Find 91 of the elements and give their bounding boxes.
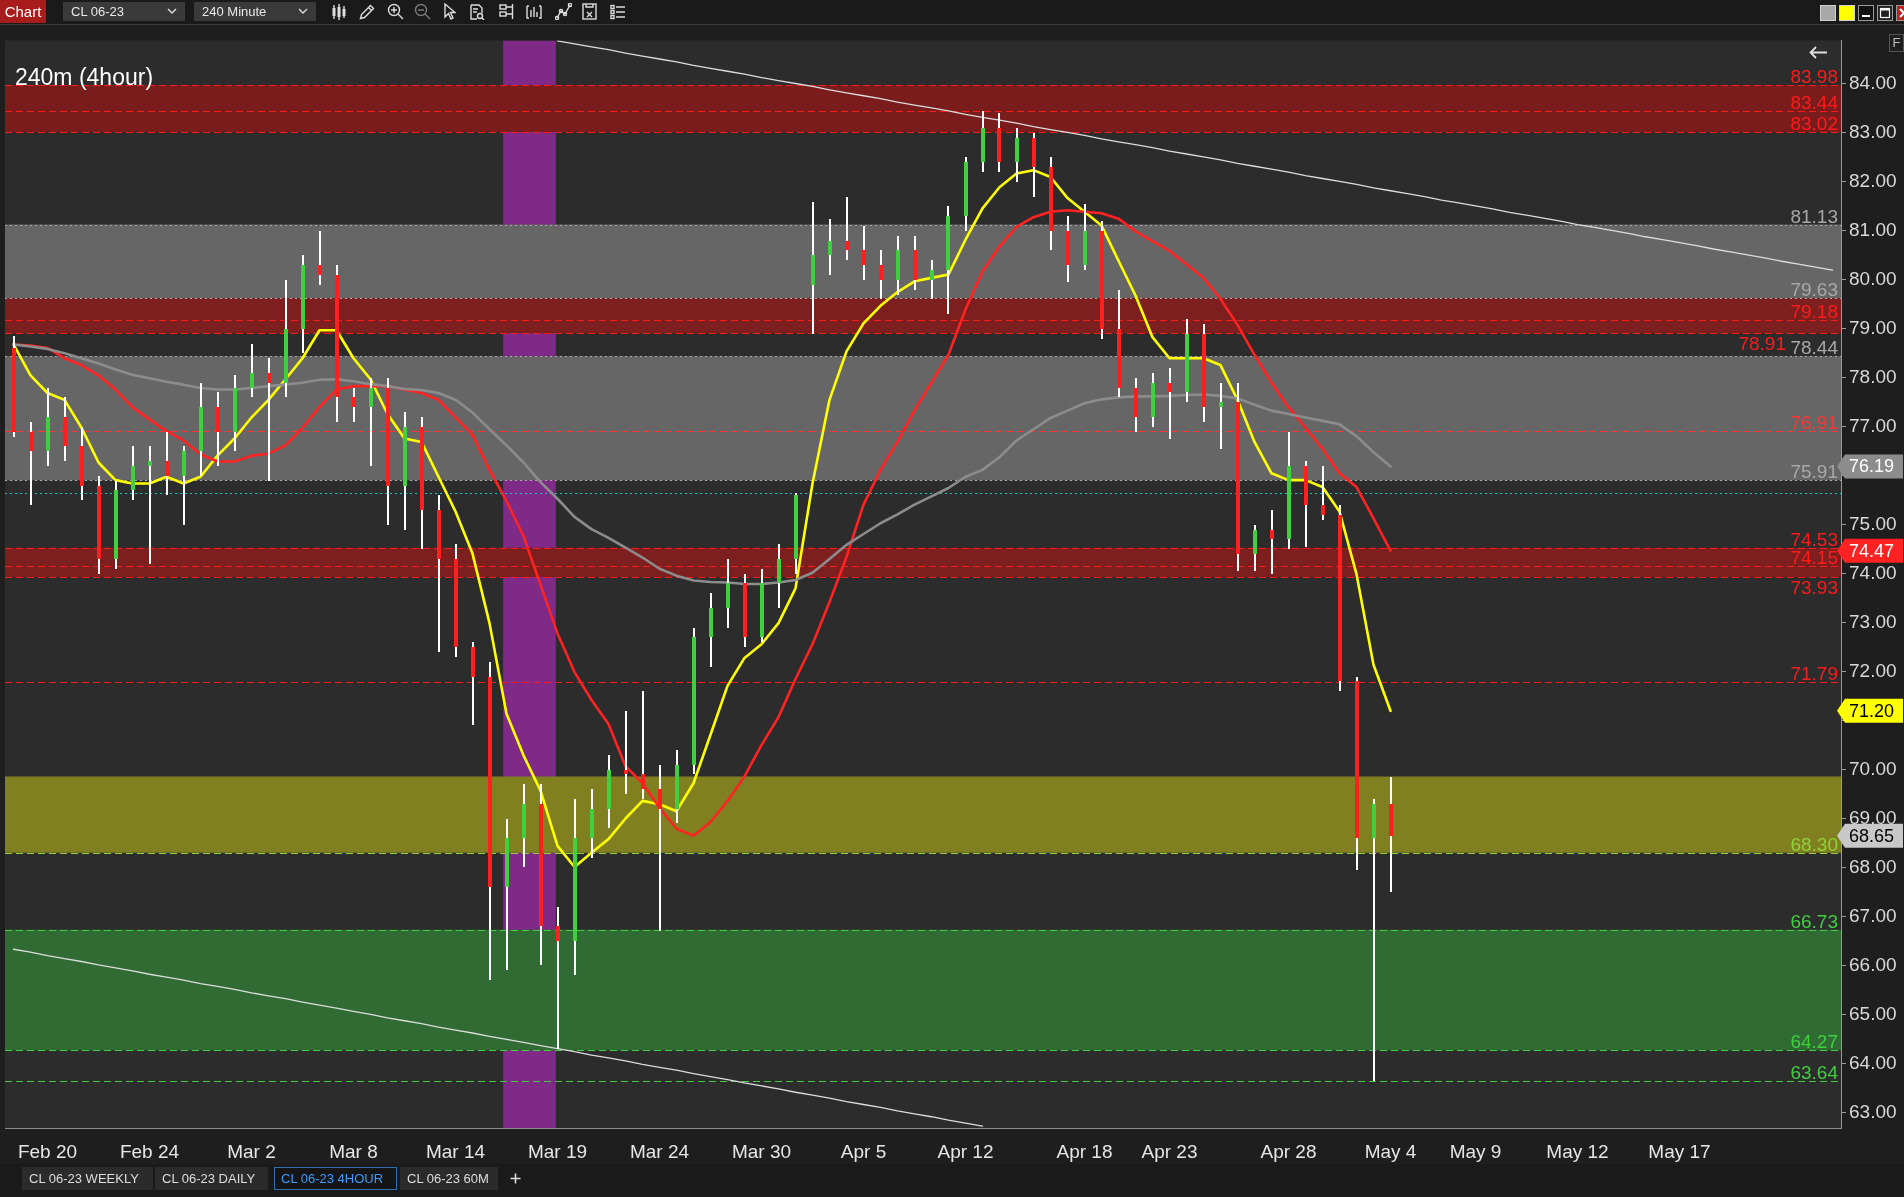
x-tick-label: Mar 30: [731, 1140, 792, 1162]
candlestick: [828, 218, 832, 276]
ref-line-label: 63.64: [1790, 1061, 1839, 1083]
x-tick-label: Mar 8: [329, 1140, 378, 1162]
y-tick-label: 80.00: [1849, 268, 1897, 290]
candlestick: [777, 543, 781, 609]
ref-line-label: 83.02: [1790, 112, 1838, 134]
ref-line-label: 76.91: [1790, 412, 1838, 434]
ref-line-label: 64.27: [1790, 1031, 1838, 1053]
x-tick-label: May 4: [1364, 1140, 1417, 1162]
candlestick: [641, 690, 645, 800]
candlestick: [148, 445, 152, 565]
text: 76.19: [1849, 456, 1895, 477]
candlestick: [930, 259, 934, 300]
text: CL 06-23: [63, 2, 185, 21]
y-tick-label: 74.00: [1849, 561, 1897, 583]
candlestick: [556, 906, 560, 1050]
candlestick: [131, 445, 135, 501]
ref-line-label: 74.15: [1790, 547, 1838, 569]
text: 240m (4hour): [15, 64, 154, 91]
ref-line-label: 74.53: [1790, 528, 1838, 550]
text: 68.65: [1849, 825, 1895, 846]
text: F: [1889, 34, 1904, 52]
candlestick: [1168, 367, 1172, 440]
y-tick-label: 78.00: [1849, 366, 1897, 388]
text: CL 06-23 60M: [400, 1167, 498, 1190]
candlestick: [29, 421, 33, 506]
ref-line-label: 79.63: [1790, 278, 1838, 300]
ref-line-label: 78.44: [1790, 337, 1839, 359]
ref-line-label: 83.44: [1790, 92, 1839, 114]
y-tick-label: 82.00: [1849, 170, 1897, 192]
y-tick-label: 73.00: [1849, 610, 1897, 632]
x-tick-label: Mar 19: [527, 1140, 588, 1162]
x-tick-label: May 9: [1449, 1140, 1502, 1162]
y-tick-label: 64.00: [1849, 1051, 1897, 1073]
candlestick: [862, 225, 866, 281]
y-tick-label: 67.00: [1849, 904, 1897, 926]
y-tick-label: 72.00: [1849, 659, 1897, 681]
y-tick-label: 79.00: [1849, 317, 1897, 339]
text: CL 06-23 WEEKLY: [22, 1167, 153, 1190]
y-tick-label: 68.00: [1849, 855, 1897, 877]
ref-line-label: 73.93: [1790, 577, 1838, 599]
candlestick: [318, 230, 322, 286]
ref-line-label: 83.98: [1790, 65, 1838, 87]
x-tick-label: Apr 28: [1260, 1140, 1317, 1162]
y-tick-label: 69.00: [1849, 806, 1897, 828]
y-tick-label: 63.00: [1849, 1100, 1897, 1122]
candlestick: [1219, 382, 1223, 450]
ref-line-label: 68.30: [1790, 833, 1838, 855]
x-tick-label: May 12: [1546, 1140, 1609, 1162]
x-tick-label: Mar 2: [227, 1140, 276, 1162]
x-tick-label: Apr 12: [937, 1140, 994, 1162]
candlestick: [1321, 465, 1325, 521]
y-tick-label: 75.00: [1849, 512, 1897, 534]
candlestick: [1253, 524, 1257, 572]
text: 240 Minute: [194, 2, 316, 21]
candlestick: [352, 387, 356, 423]
y-tick-label: 84.00: [1849, 72, 1897, 94]
x-tick-label: Feb 24: [119, 1140, 180, 1162]
x-tick-label: Mar 24: [629, 1140, 690, 1162]
x-tick-label: Mar 14: [425, 1140, 486, 1162]
text: CL 06-23 4HOUR: [274, 1167, 397, 1190]
ref-line-label: 79.18: [1790, 301, 1838, 323]
ref-line-label: 75.91: [1790, 461, 1838, 483]
y-tick-label: 65.00: [1849, 1002, 1897, 1024]
candlestick: [369, 377, 373, 467]
candlestick: [165, 431, 169, 496]
text: CL 06-23 DAILY: [155, 1167, 268, 1190]
ref-line-label: 71.79: [1790, 662, 1838, 684]
text: 74.47: [1849, 540, 1895, 561]
ref-line-label: 81.13: [1790, 205, 1838, 227]
y-tick-label: 77.00: [1849, 415, 1897, 436]
ref-line-label: 78.91: [1738, 333, 1786, 355]
candlestick: [267, 357, 271, 482]
candlestick: [250, 343, 254, 398]
candlestick: [1015, 127, 1019, 183]
y-tick-label: 83.00: [1849, 121, 1897, 143]
candlestick: [845, 196, 849, 261]
y-tick-label: 70.00: [1849, 757, 1897, 779]
y-tick-label: 66.00: [1849, 953, 1897, 975]
x-tick-label: Apr 5: [840, 1140, 887, 1162]
x-tick-label: May 17: [1648, 1140, 1711, 1162]
text: 71.20: [1849, 700, 1895, 721]
x-tick-label: Apr 18: [1056, 1140, 1113, 1162]
x-tick-label: Apr 23: [1141, 1140, 1198, 1162]
x-tick-label: Feb 20: [17, 1140, 78, 1162]
ref-line-label: 66.73: [1790, 910, 1838, 932]
y-tick-label: 81.00: [1849, 219, 1897, 241]
candlestick: [879, 249, 883, 300]
text: Chart: [0, 0, 46, 23]
candlestick: [624, 710, 628, 795]
